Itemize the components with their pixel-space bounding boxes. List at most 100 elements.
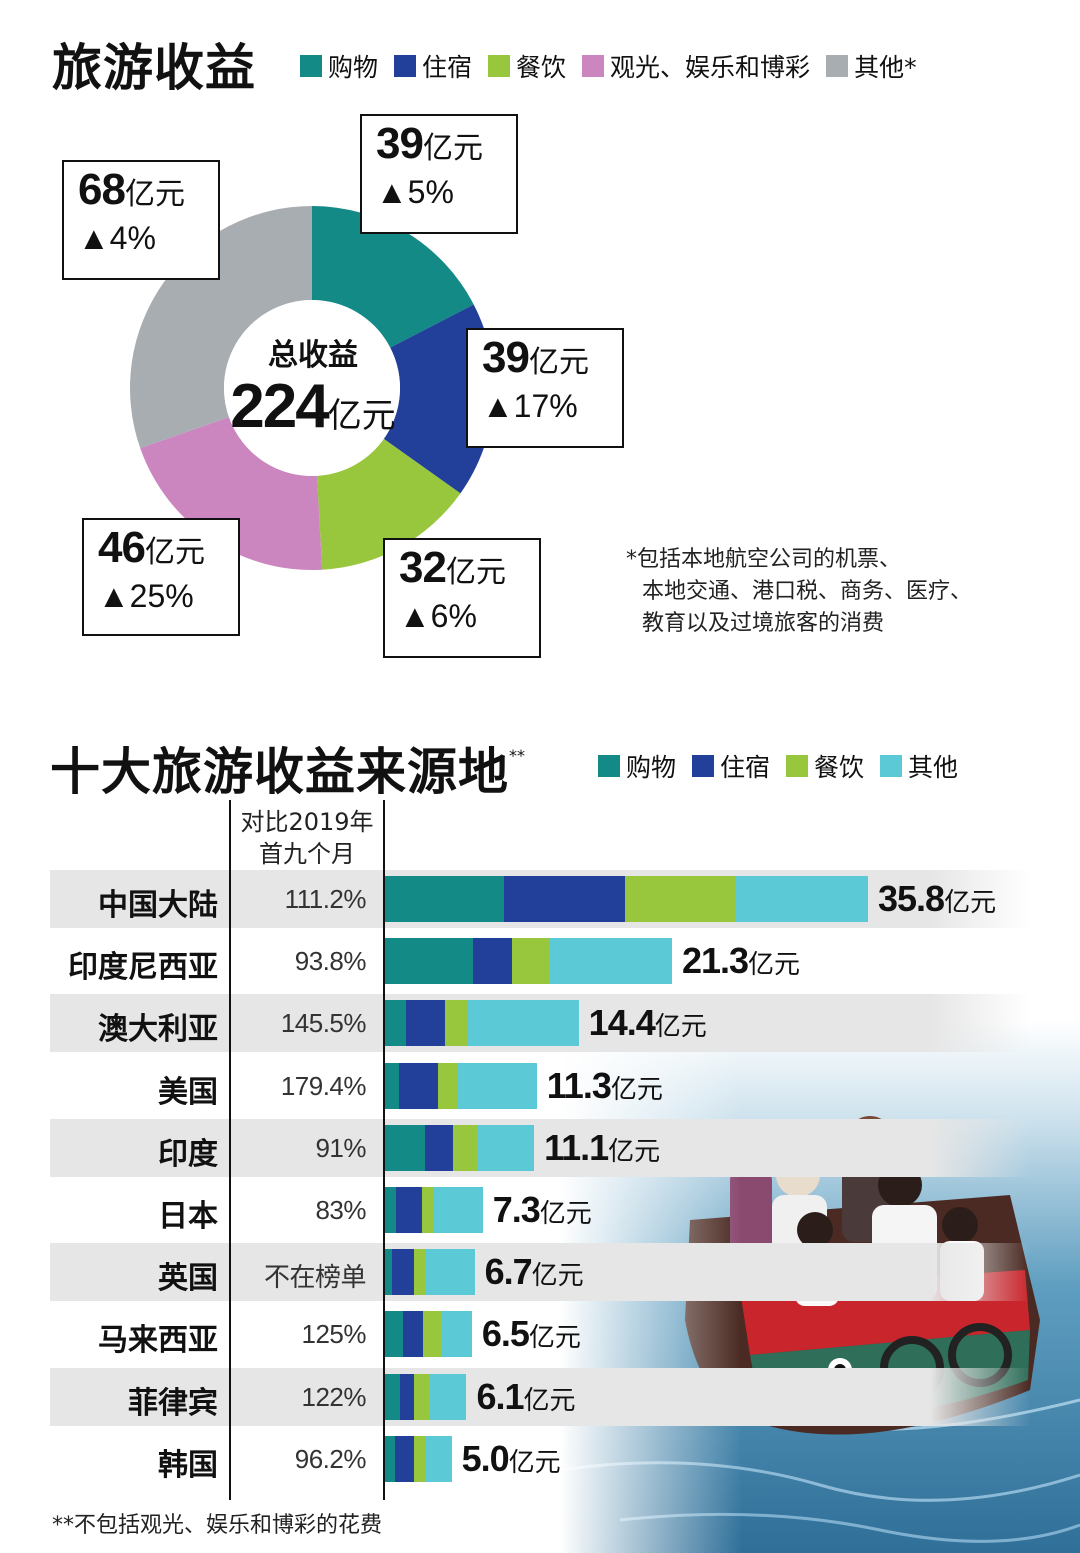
sources-title-wrap: 十大旅游收益来源地** — [50, 732, 525, 804]
table-row-stripe — [50, 1243, 1030, 1302]
bar-total-number: 6.5 — [481, 1313, 530, 1355]
bar-segment-other — [548, 938, 672, 985]
callout-food: 32亿元 ▲6% — [383, 538, 541, 658]
legend-swatch — [880, 755, 903, 777]
bar-segment-accommodation — [473, 938, 513, 985]
legend-swatch — [692, 755, 715, 777]
donut-hole — [224, 300, 400, 476]
revenue-legend: 购物 住宿 餐饮 观光、娱乐和博彩 其他* — [300, 48, 933, 84]
country-label: 韩国 — [158, 1447, 218, 1483]
compare-header-line: 首九个月 — [259, 840, 355, 868]
bar-total-unit: 亿元 — [748, 949, 801, 980]
callout-unit: 亿元 — [124, 178, 185, 211]
bar-total-label: 14.4亿元 — [589, 1002, 707, 1044]
callout-other: 68亿元 ▲4% — [62, 160, 220, 280]
footnote-line: *包括本地航空公司的机票、 — [626, 547, 902, 572]
compare-2019-value: 111.2% — [284, 884, 367, 914]
bar-segment-accommodation — [394, 1435, 414, 1482]
compare-2019-value: 83% — [315, 1195, 366, 1225]
legend-swatch — [300, 55, 322, 77]
footnote-line: 本地交通、港口税、商务、医疗、 — [642, 579, 973, 604]
callout-value: 32亿元 — [399, 544, 525, 597]
legend-swatch — [582, 55, 605, 77]
callout-shopping: 39亿元 ▲5% — [360, 114, 518, 234]
bar-total-number: 21.3 — [681, 940, 749, 982]
legend-item-shopping: 购物 — [300, 48, 378, 84]
legend-item-food: 餐饮 — [786, 748, 864, 784]
table-row-stripe — [50, 1367, 1030, 1426]
bar-segment-other — [428, 1373, 467, 1420]
country-label: 日本 — [158, 1199, 218, 1234]
compare-column-header: 对比2019年 首九个月 — [232, 806, 382, 870]
bar-total-unit: 亿元 — [654, 1011, 707, 1042]
compare-2019-value: 91% — [315, 1132, 366, 1163]
callout-change: ▲17% — [482, 388, 578, 424]
sources-title: 十大旅游收益来源地 — [50, 743, 509, 801]
bar-segment-shopping — [384, 1124, 425, 1171]
bar-total-unit: 亿元 — [531, 1260, 584, 1291]
bar-total-unit: 亿元 — [610, 1073, 663, 1104]
country-label: 中国大陆 — [98, 888, 218, 923]
bar-segment-food — [624, 876, 736, 922]
country-label: 菲律宾 — [128, 1385, 218, 1421]
bar-total-label: 5.0亿元 — [462, 1438, 561, 1480]
bar-segment-shopping — [384, 1435, 395, 1482]
legend-label: 餐饮 — [516, 53, 567, 82]
callout-change: ▲5% — [376, 174, 454, 210]
revenue-title: 旅游收益 — [52, 39, 256, 97]
bar-segment-shopping — [384, 938, 474, 985]
table-divider — [229, 800, 231, 1500]
bar-total-number: 11.1 — [544, 1126, 609, 1168]
compare-2019-value: 不在榜单 — [263, 1262, 367, 1293]
bar-segment-accommodation — [424, 1124, 453, 1171]
table-row-stripe — [50, 1118, 1030, 1177]
bar-segment-shopping — [384, 1249, 393, 1296]
bar-total-number: 11.3 — [546, 1064, 612, 1106]
compare-2019-value: 96.2% — [294, 1443, 367, 1474]
donut-slice-other — [129, 206, 312, 449]
bar-segment-other — [477, 1124, 535, 1171]
bar-total-label: 11.3亿元 — [547, 1065, 663, 1107]
bar-segment-accommodation — [405, 1000, 445, 1047]
callout-value: 68亿元 — [78, 166, 204, 219]
country-label: 马来西亚 — [98, 1323, 218, 1359]
bar-segment-shopping — [384, 1062, 399, 1109]
bar-segment-shopping — [384, 1373, 401, 1420]
bar-total-number: 14.4 — [588, 1002, 656, 1044]
bar-segment-accommodation — [402, 1311, 424, 1358]
bar-total-label: 6.5亿元 — [482, 1313, 581, 1355]
bar-total-unit: 亿元 — [944, 887, 997, 917]
compare-2019-value: 125% — [301, 1319, 367, 1350]
legend-item-accommodation: 住宿 — [394, 48, 472, 84]
callout-change: ▲4% — [78, 220, 156, 256]
donut-slice-food — [316, 438, 461, 570]
revenue-footnote: *包括本地航空公司的机票、 本地交通、港口税、商务、医疗、 教育以及过境旅客的消… — [626, 544, 972, 640]
bar-total-label: 35.8亿元 — [878, 878, 996, 920]
bar-segment-food — [421, 1187, 434, 1233]
legend-item-shopping: 购物 — [598, 748, 676, 784]
bar-segment-accommodation — [400, 1373, 414, 1420]
legend-swatch — [786, 755, 809, 777]
legend-label: 其他* — [854, 53, 917, 82]
bar-segment-other — [735, 876, 868, 922]
donut-slice-shopping — [312, 206, 474, 348]
total-revenue-label: 总收益 — [268, 338, 358, 373]
legend-item-other: 其他 — [880, 748, 958, 784]
legend-item-accommodation: 住宿 — [692, 748, 770, 784]
bar-total-label: 11.1亿元 — [544, 1127, 660, 1169]
table-divider — [383, 800, 385, 1500]
total-revenue-value: 224亿元 — [218, 376, 408, 447]
bar-segment-other — [440, 1311, 472, 1358]
bar-segment-food — [444, 1000, 468, 1047]
legend-label: 住宿 — [422, 53, 473, 82]
bar-segment-food — [423, 1311, 441, 1358]
bar-total-label: 6.1亿元 — [476, 1376, 575, 1418]
callout-sightseeing: 46亿元 ▲25% — [82, 518, 240, 636]
bar-segment-food — [452, 1124, 478, 1171]
callout-value: 39亿元 — [482, 334, 608, 387]
callout-unit: 亿元 — [144, 536, 205, 569]
callout-number: 32 — [399, 543, 447, 592]
bar-total-unit: 亿元 — [523, 1384, 576, 1415]
bar-segment-other — [434, 1187, 483, 1233]
legend-item-other: 其他* — [826, 48, 917, 84]
